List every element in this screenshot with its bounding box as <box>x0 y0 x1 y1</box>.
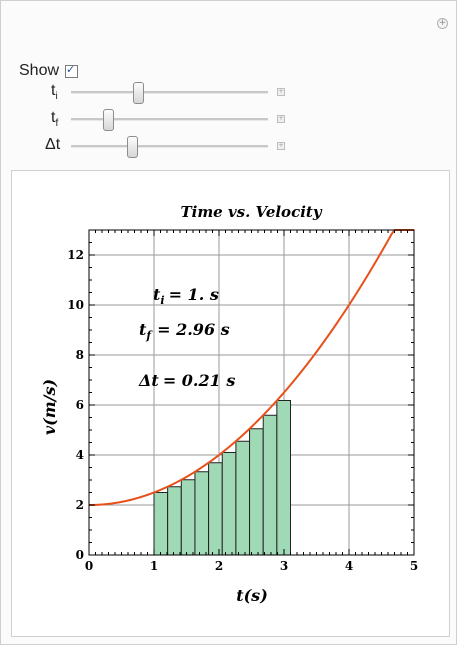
show-control: Show <box>19 61 79 81</box>
bar <box>235 440 251 556</box>
ti-slider-thumb[interactable] <box>132 82 144 104</box>
ti-expand-icon[interactable]: + <box>277 88 285 96</box>
tf-control: tf + <box>1 109 457 131</box>
dt-slider-thumb[interactable] <box>127 136 139 158</box>
y-tick-label: 4 <box>76 448 84 462</box>
ti-slider-track[interactable] <box>71 91 268 94</box>
y-axis-label: v(m/s) <box>40 379 59 435</box>
y-tick-label: 2 <box>76 498 84 512</box>
y-tick-label: 8 <box>76 348 84 362</box>
bar <box>153 492 169 556</box>
y-tick-label: 12 <box>67 248 84 262</box>
y-tick-label: 6 <box>76 398 84 412</box>
bar <box>167 486 182 556</box>
bar <box>221 452 237 556</box>
show-checkbox[interactable] <box>65 63 79 78</box>
bar <box>208 462 223 556</box>
dt-expand-icon[interactable]: + <box>277 142 285 150</box>
bar <box>249 428 264 556</box>
y-tick-label: 10 <box>67 298 84 312</box>
bar <box>262 414 278 556</box>
velocity-curve <box>88 229 414 506</box>
tf-slider-thumb[interactable] <box>103 109 115 131</box>
ti-label: ti <box>51 82 58 103</box>
dt-label: Δt <box>45 136 61 153</box>
x-axis-label: t(s) <box>236 586 268 605</box>
x-tick-label: 0 <box>85 559 93 573</box>
ti-control: ti + <box>1 82 457 104</box>
bar <box>194 471 210 556</box>
x-tick-label: 5 <box>410 559 418 573</box>
tf-expand-icon[interactable]: + <box>277 115 285 123</box>
bar <box>180 479 196 556</box>
y-tick-label: 0 <box>76 548 84 562</box>
bar <box>276 400 292 556</box>
tf-slider-track[interactable] <box>71 118 268 121</box>
x-tick-label: 4 <box>345 559 353 573</box>
tf-label: tf <box>51 109 59 130</box>
show-label: Show <box>19 62 60 79</box>
chart-bars <box>153 400 292 556</box>
plot-area: Time vs. Velocity 0 1 2 3 4 5 0 2 4 6 8 10 12 ti = 1.… <box>11 170 450 637</box>
options-plus-icon[interactable]: + <box>437 18 448 29</box>
chart-ticks <box>88 229 415 556</box>
chart-title: Time vs. Velocity <box>180 203 322 221</box>
ti-annotation: ti = 1. s <box>153 285 219 307</box>
tf-annotation: tf = 2.96 s <box>139 320 230 342</box>
x-tick-label: 1 <box>150 559 158 573</box>
dt-control: Δt + <box>1 136 457 158</box>
dt-annotation: Δt = 0.21 s <box>138 371 235 390</box>
dt-slider-track[interactable] <box>71 145 268 148</box>
x-tick-label: 3 <box>280 559 288 573</box>
x-tick-label: 2 <box>215 559 223 573</box>
